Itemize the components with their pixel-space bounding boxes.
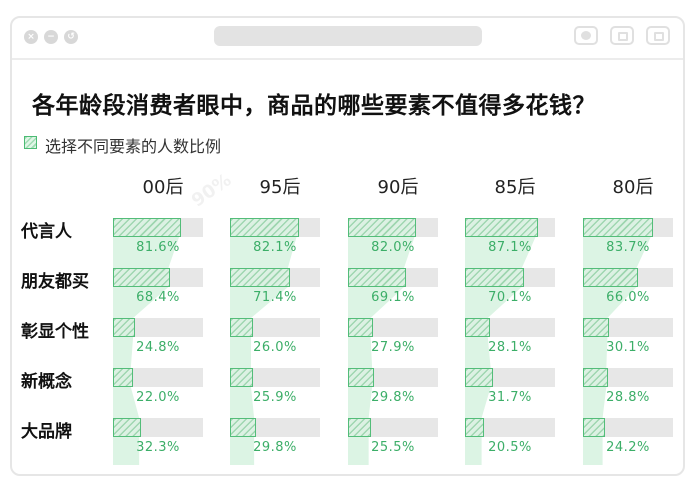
bar bbox=[465, 368, 493, 387]
data-label: 82.1% bbox=[253, 240, 297, 255]
data-label: 22.0% bbox=[136, 390, 180, 405]
data-label: 83.7% bbox=[606, 240, 650, 255]
bar bbox=[348, 318, 373, 337]
data-label: 69.1% bbox=[371, 290, 415, 305]
bar bbox=[348, 418, 371, 437]
bar bbox=[230, 268, 290, 287]
data-label: 31.7% bbox=[488, 390, 532, 405]
data-label: 30.1% bbox=[606, 340, 650, 355]
data-label: 29.8% bbox=[253, 440, 297, 455]
data-label: 27.9% bbox=[371, 340, 415, 355]
bar-track bbox=[113, 318, 203, 337]
data-label: 32.3% bbox=[136, 440, 180, 455]
bar-track bbox=[113, 368, 203, 387]
bar bbox=[465, 318, 490, 337]
bar bbox=[230, 218, 299, 237]
data-label: 87.1% bbox=[488, 240, 532, 255]
maximize-icon[interactable]: ↺ bbox=[64, 30, 78, 44]
column-header: 95后 bbox=[259, 177, 301, 198]
data-label: 71.4% bbox=[253, 290, 297, 305]
bar-track bbox=[583, 418, 673, 437]
bar bbox=[230, 368, 253, 387]
column-header: 80后 bbox=[612, 177, 654, 198]
bar bbox=[583, 418, 605, 437]
close-icon[interactable]: × bbox=[24, 30, 38, 44]
data-label: 25.5% bbox=[371, 440, 415, 455]
bar bbox=[113, 368, 133, 387]
column-header: 90后 bbox=[377, 177, 419, 198]
bar bbox=[465, 218, 538, 237]
bar bbox=[583, 268, 639, 287]
chart-title: 各年龄段消费者眼中，商品的哪些要素不值得多花钱？ bbox=[32, 93, 596, 119]
bar bbox=[113, 418, 142, 437]
data-label: 82.0% bbox=[371, 240, 415, 255]
bar bbox=[113, 318, 136, 337]
copy-icon[interactable] bbox=[646, 26, 670, 45]
legend-label: 选择不同要素的人数比例 bbox=[45, 137, 222, 156]
row-label: 彰显个性 bbox=[21, 322, 89, 342]
row-label: 朋友都买 bbox=[21, 272, 89, 292]
data-label: 24.8% bbox=[136, 340, 180, 355]
data-label: 26.0% bbox=[253, 340, 297, 355]
data-label: 81.6% bbox=[136, 240, 180, 255]
legend-swatch bbox=[24, 136, 37, 149]
bar bbox=[113, 268, 171, 287]
circle-icon[interactable] bbox=[574, 26, 598, 45]
bar bbox=[583, 318, 610, 337]
share-icon[interactable] bbox=[610, 26, 634, 45]
address-bar[interactable] bbox=[214, 26, 482, 46]
bar bbox=[465, 268, 524, 287]
column-header: 00后 bbox=[142, 177, 184, 198]
bar-track bbox=[465, 418, 555, 437]
bar bbox=[113, 218, 182, 237]
window-titlebar: × − ↺ bbox=[12, 18, 683, 60]
bar bbox=[465, 418, 484, 437]
data-label: 24.2% bbox=[606, 440, 650, 455]
minimize-icon[interactable]: − bbox=[44, 30, 58, 44]
bar bbox=[348, 218, 417, 237]
data-label: 20.5% bbox=[488, 440, 532, 455]
data-label: 66.0% bbox=[606, 290, 650, 305]
row-label: 大品牌 bbox=[21, 422, 72, 442]
data-label: 70.1% bbox=[488, 290, 532, 305]
bar bbox=[348, 368, 375, 387]
bar bbox=[348, 268, 406, 287]
bar bbox=[230, 418, 257, 437]
data-label: 25.9% bbox=[253, 390, 297, 405]
data-label: 68.4% bbox=[136, 290, 180, 305]
row-label: 新概念 bbox=[21, 372, 72, 392]
data-label: 29.8% bbox=[371, 390, 415, 405]
column-header: 85后 bbox=[494, 177, 536, 198]
bar bbox=[230, 318, 254, 337]
row-label: 代言人 bbox=[21, 222, 72, 242]
bar bbox=[583, 368, 609, 387]
data-label: 28.8% bbox=[606, 390, 650, 405]
data-label: 28.1% bbox=[488, 340, 532, 355]
bar bbox=[583, 218, 653, 237]
